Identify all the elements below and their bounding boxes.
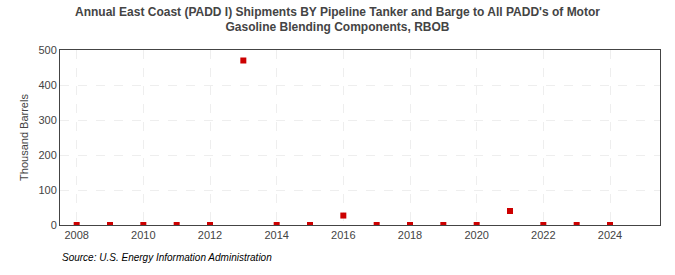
svg-text:400: 400 — [38, 79, 56, 91]
svg-text:2024: 2024 — [598, 229, 622, 241]
svg-text:100: 100 — [38, 184, 56, 196]
svg-text:Thousand Barrels: Thousand Barrels — [18, 94, 30, 181]
svg-text:Source: U.S. Energy Informatio: Source: U.S. Energy Information Administ… — [62, 252, 272, 263]
svg-text:2010: 2010 — [131, 229, 155, 241]
svg-text:2014: 2014 — [264, 229, 288, 241]
svg-text:2020: 2020 — [464, 229, 488, 241]
svg-text:2012: 2012 — [198, 229, 222, 241]
svg-text:200: 200 — [38, 149, 56, 161]
svg-text:500: 500 — [38, 44, 56, 56]
svg-text:Annual East Coast (PADD I) Shi: Annual East Coast (PADD I) Shipments BY … — [75, 5, 600, 35]
svg-text:2008: 2008 — [64, 229, 88, 241]
svg-text:2022: 2022 — [531, 229, 555, 241]
svg-text:2018: 2018 — [398, 229, 422, 241]
svg-text:2016: 2016 — [331, 229, 355, 241]
svg-text:300: 300 — [38, 114, 56, 126]
svg-text:0: 0 — [51, 219, 57, 231]
